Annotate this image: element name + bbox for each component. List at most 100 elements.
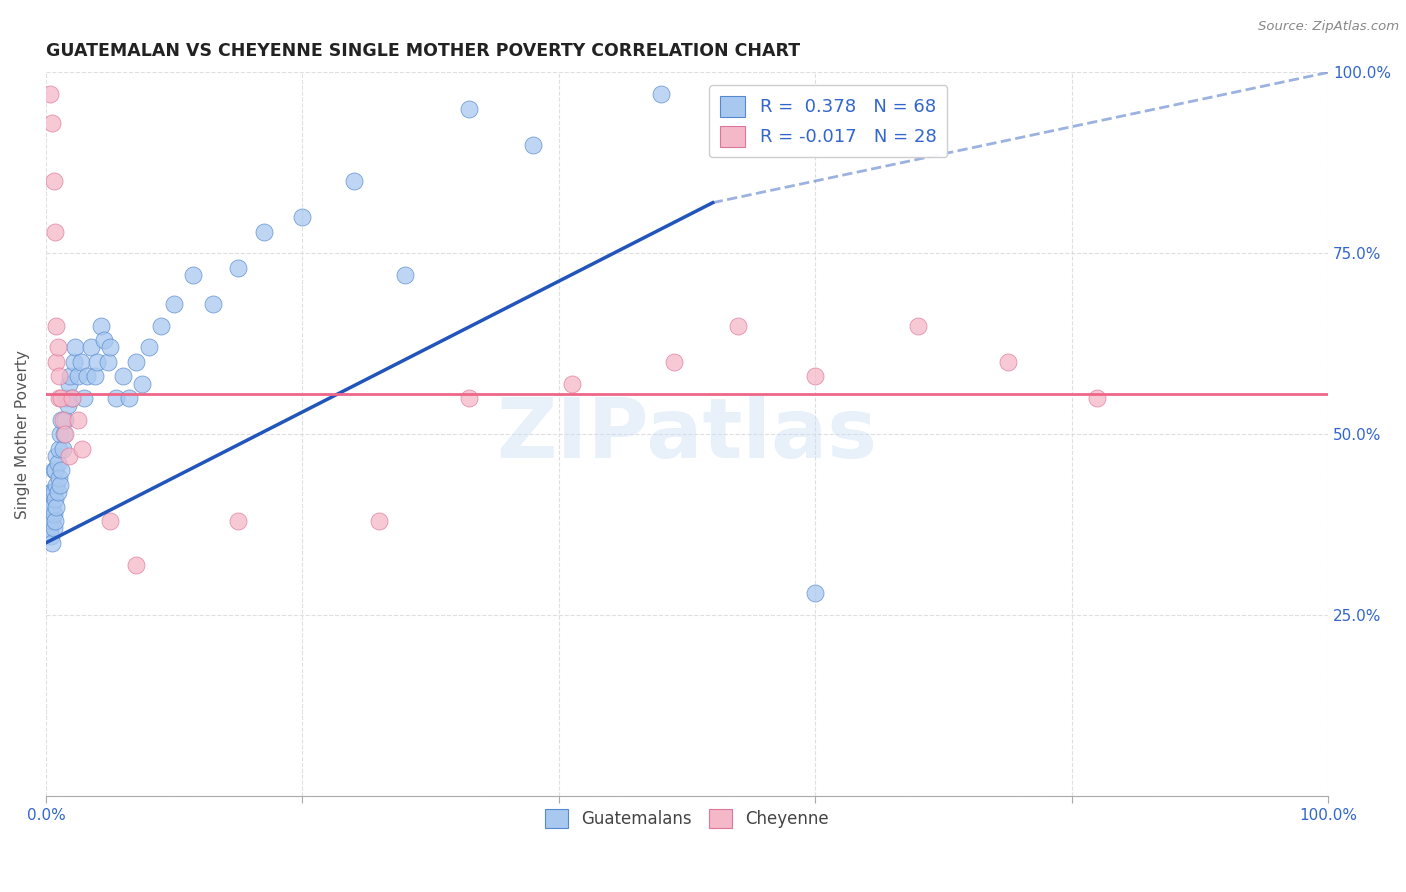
Point <box>46 456 69 470</box>
Point <box>45 449 67 463</box>
Point <box>65 340 87 354</box>
Point <box>59 369 82 384</box>
Point <box>69 355 91 369</box>
Point <box>804 586 827 600</box>
Point <box>48 442 70 456</box>
Point <box>118 391 141 405</box>
Point <box>52 413 75 427</box>
Point <box>41 485 63 500</box>
Point <box>458 102 481 116</box>
Point <box>48 369 70 384</box>
Point <box>42 507 65 521</box>
Point <box>60 391 83 405</box>
Point <box>38 514 60 528</box>
Point <box>41 514 63 528</box>
Point <box>45 478 67 492</box>
Point <box>1085 391 1108 405</box>
Point <box>93 333 115 347</box>
Point <box>70 442 93 456</box>
Point <box>53 427 76 442</box>
Point <box>343 174 366 188</box>
Point <box>997 355 1019 369</box>
Point <box>80 340 103 354</box>
Point <box>63 355 86 369</box>
Point <box>44 492 66 507</box>
Point <box>727 318 749 333</box>
Point <box>41 536 63 550</box>
Point <box>253 225 276 239</box>
Point <box>183 268 205 282</box>
Text: Source: ZipAtlas.com: Source: ZipAtlas.com <box>1258 20 1399 33</box>
Point <box>96 355 118 369</box>
Point <box>46 340 69 354</box>
Point <box>73 391 96 405</box>
Point <box>39 507 62 521</box>
Point <box>163 297 186 311</box>
Point <box>66 369 89 384</box>
Point <box>394 268 416 282</box>
Point <box>44 514 66 528</box>
Point <box>131 376 153 391</box>
Point <box>38 87 60 102</box>
Point <box>48 471 70 485</box>
Point <box>522 137 544 152</box>
Point <box>368 514 391 528</box>
Point <box>907 318 929 333</box>
Point <box>58 376 80 391</box>
Point <box>53 413 76 427</box>
Point <box>52 442 75 456</box>
Point <box>46 485 69 500</box>
Point <box>98 340 121 354</box>
Point <box>48 391 70 405</box>
Point <box>42 174 65 188</box>
Point <box>45 500 67 514</box>
Point <box>58 449 80 463</box>
Point <box>111 369 134 384</box>
Point <box>98 514 121 528</box>
Point <box>66 413 89 427</box>
Point <box>39 528 62 542</box>
Point <box>38 500 60 514</box>
Point <box>49 478 72 492</box>
Point <box>226 260 249 275</box>
Point <box>76 369 98 384</box>
Point <box>86 355 108 369</box>
Point <box>664 355 686 369</box>
Text: GUATEMALAN VS CHEYENNE SINGLE MOTHER POVERTY CORRELATION CHART: GUATEMALAN VS CHEYENNE SINGLE MOTHER POV… <box>46 42 800 60</box>
Point <box>38 521 60 535</box>
Point <box>650 87 672 102</box>
Point <box>804 369 827 384</box>
Point <box>138 340 160 354</box>
Point <box>226 514 249 528</box>
Point <box>39 485 62 500</box>
Point <box>55 391 77 405</box>
Point <box>42 521 65 535</box>
Point <box>458 391 481 405</box>
Point <box>561 376 583 391</box>
Point <box>105 391 128 405</box>
Point <box>42 463 65 477</box>
Point <box>51 391 73 405</box>
Point <box>42 485 65 500</box>
Point <box>41 500 63 514</box>
Point <box>125 355 148 369</box>
Point <box>44 463 66 477</box>
Point <box>52 427 75 442</box>
Point <box>45 355 67 369</box>
Point <box>125 558 148 572</box>
Point <box>90 318 112 333</box>
Legend: Guatemalans, Cheyenne: Guatemalans, Cheyenne <box>538 802 835 835</box>
Point <box>83 369 105 384</box>
Point <box>56 398 79 412</box>
Point <box>44 225 66 239</box>
Point <box>291 210 314 224</box>
Point <box>60 391 83 405</box>
Point <box>51 463 73 477</box>
Point <box>45 318 67 333</box>
Point <box>201 297 224 311</box>
Text: ZIPatlas: ZIPatlas <box>496 393 877 475</box>
Point <box>49 427 72 442</box>
Point <box>41 116 63 130</box>
Point <box>51 413 73 427</box>
Point <box>150 318 173 333</box>
